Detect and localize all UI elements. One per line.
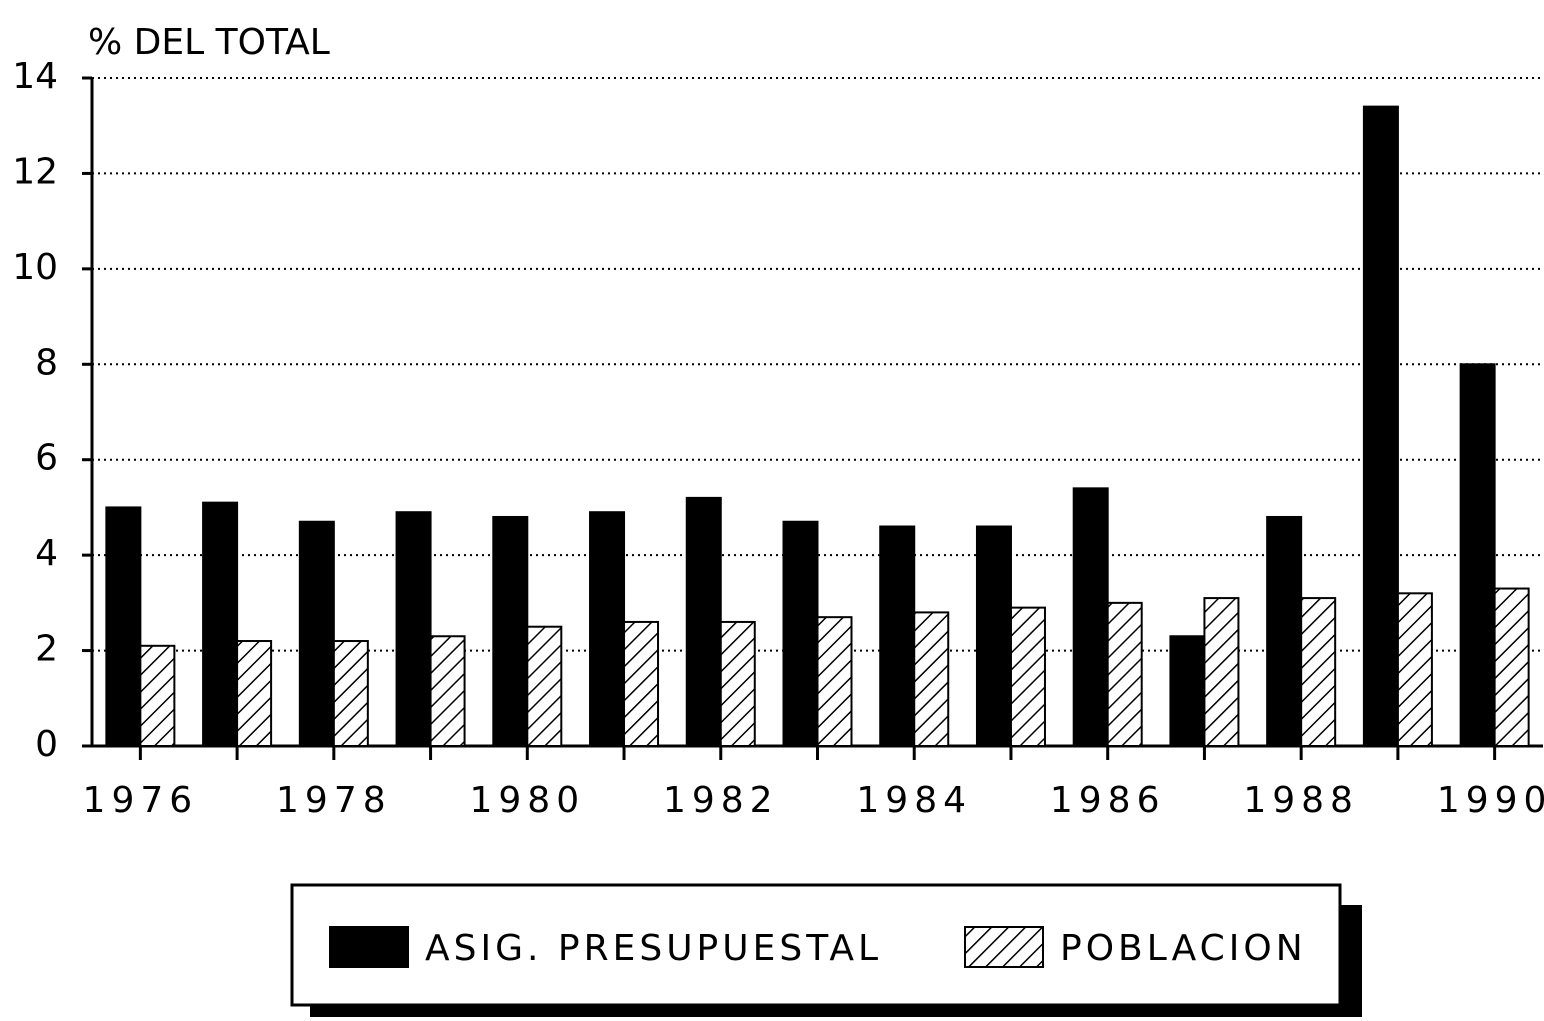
- y-tick-label: 10: [12, 247, 58, 288]
- bar: [1459, 363, 1496, 747]
- bar: [1493, 587, 1530, 747]
- bar: [492, 515, 529, 747]
- bar: [975, 525, 1012, 747]
- bar: [1396, 592, 1433, 747]
- bar: [298, 520, 335, 747]
- bar: [879, 525, 916, 747]
- bar: [623, 620, 660, 748]
- bar: [1300, 597, 1337, 747]
- bar: [1169, 635, 1206, 747]
- bar: [685, 496, 722, 747]
- bar: [1203, 597, 1240, 747]
- chart-title: % DEL TOTAL: [88, 22, 330, 63]
- bar: [236, 640, 273, 747]
- y-tick-label: 14: [12, 56, 58, 97]
- bar: [1362, 105, 1399, 747]
- bar: [782, 520, 819, 747]
- bar: [719, 620, 756, 748]
- bar: [589, 511, 626, 748]
- bar: [139, 644, 176, 747]
- x-tick-label: 1984: [856, 780, 972, 821]
- x-tick-label: 1986: [1050, 780, 1166, 821]
- x-tick-label: 1980: [469, 780, 585, 821]
- bar: [1106, 601, 1143, 747]
- legend-swatch: [964, 926, 1044, 968]
- y-tick-label: 4: [35, 533, 58, 574]
- x-tick-label: 1990: [1437, 780, 1544, 821]
- bar: [816, 616, 853, 748]
- legend-label: ASIG. PRESUPUESTAL: [425, 928, 882, 969]
- x-tick-label: 1978: [276, 780, 392, 821]
- legend-swatch: [329, 926, 409, 968]
- x-tick-label: 1976: [83, 780, 199, 821]
- x-tick-label: 1988: [1243, 780, 1359, 821]
- bar: [1009, 606, 1046, 748]
- y-tick-label: 8: [35, 342, 58, 383]
- bar: [1072, 487, 1109, 747]
- bar: [395, 511, 432, 748]
- bar: [913, 611, 950, 748]
- x-tick-label: 1982: [663, 780, 779, 821]
- y-tick-label: 2: [35, 629, 58, 670]
- y-tick-label: 0: [35, 724, 58, 765]
- bar: [526, 625, 563, 748]
- bar: [332, 640, 369, 747]
- bar: [105, 506, 142, 747]
- bar: [202, 501, 239, 747]
- legend: [290, 883, 1342, 1007]
- bar: [1266, 515, 1303, 747]
- y-tick-label: 6: [35, 438, 58, 479]
- y-tick-label: 12: [12, 151, 58, 192]
- bar: [429, 635, 466, 747]
- legend-label: POBLACION: [1060, 928, 1307, 969]
